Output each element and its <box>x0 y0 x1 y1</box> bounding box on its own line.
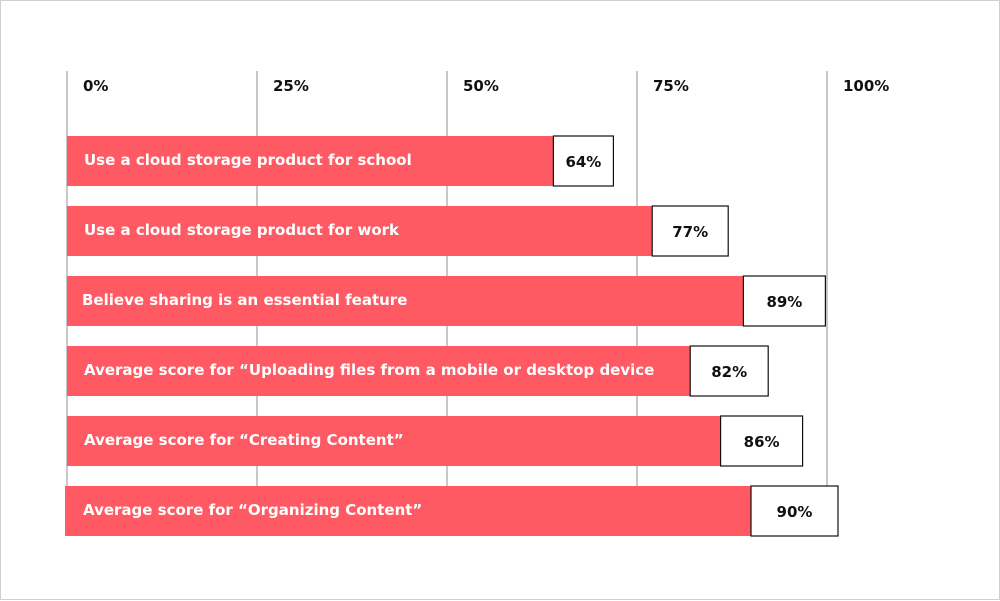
data-label: 77% <box>672 223 708 241</box>
value-label-box <box>719 415 804 467</box>
bar <box>65 486 751 536</box>
value-label-box <box>750 485 839 537</box>
value-label-box <box>651 205 729 257</box>
x-tick-label: 100% <box>843 77 889 95</box>
bar-category-label: Believe sharing is an essential feature <box>82 291 407 309</box>
bar-row: Average score for “Uploading files from … <box>67 345 769 397</box>
data-label: 82% <box>711 363 747 381</box>
bar-category-label: Average score for “Uploading files from … <box>84 361 654 379</box>
data-label: 90% <box>777 503 813 521</box>
data-label: 86% <box>744 433 780 451</box>
x-tick-label: 25% <box>273 77 309 95</box>
bar-category-label: Use a cloud storage product for school <box>84 151 412 169</box>
bar-row: Average score for “Organizing Content” 90… <box>65 485 839 537</box>
x-tick-label: 0% <box>83 77 108 95</box>
value-label-box <box>689 345 769 397</box>
bar <box>67 416 721 466</box>
value-label-box <box>742 275 827 327</box>
bar-row: Use a cloud storage product for school 64… <box>67 135 615 187</box>
bar <box>67 276 744 326</box>
bar-row: Use a cloud storage product for work 77% <box>67 205 729 257</box>
bars: Use a cloud storage product for school 64… <box>65 135 839 537</box>
value-label-box <box>552 135 615 187</box>
bar-category-label: Use a cloud storage product for work <box>84 221 400 239</box>
bar <box>67 136 554 186</box>
bar-category-label: Average score for “Organizing Content” <box>83 501 422 519</box>
x-axis-ticks: 0% 25% 50% 75% 100% <box>83 77 889 95</box>
x-tick-label: 75% <box>653 77 689 95</box>
data-label: 64% <box>565 153 601 171</box>
bar <box>67 206 653 256</box>
bar-row: Believe sharing is an essential feature 8… <box>67 275 827 327</box>
x-tick-label: 50% <box>463 77 499 95</box>
data-label: 89% <box>766 293 802 311</box>
bar-row: Average score for “Creating Content” 86% <box>67 415 804 467</box>
bar-category-label: Average score for “Creating Content” <box>84 431 404 449</box>
bar <box>67 346 691 396</box>
